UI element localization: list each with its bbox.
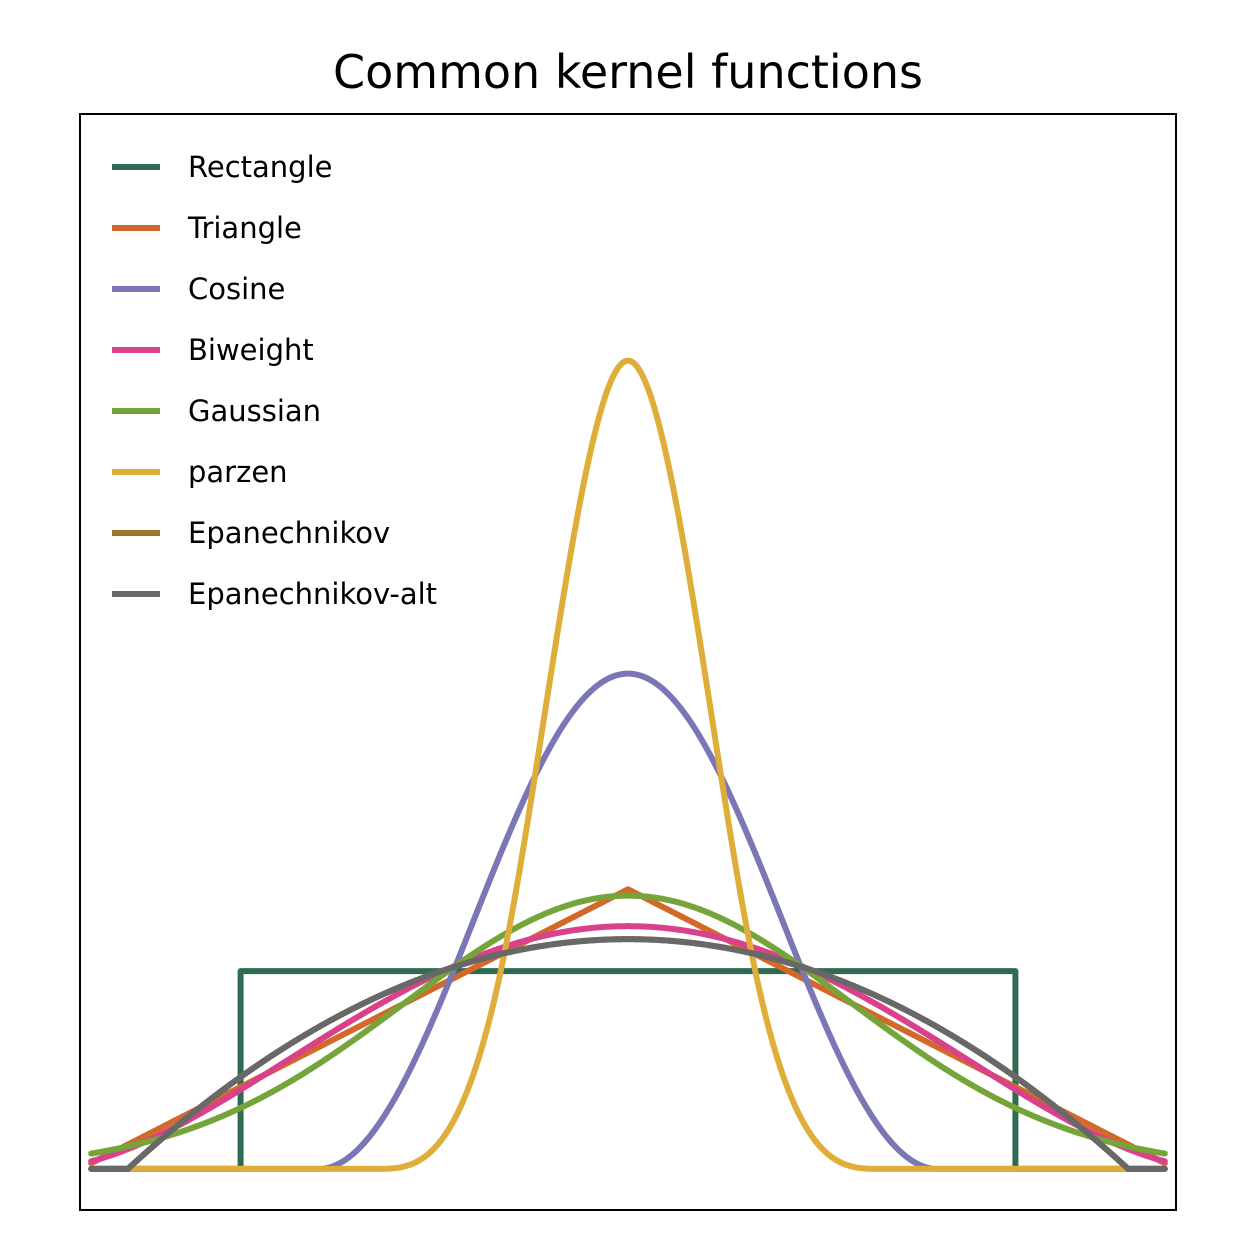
legend-label-epanechnikov: Epanechnikov: [188, 516, 390, 550]
legend-label-gaussian: Gaussian: [188, 394, 321, 428]
legend-label-triangle: Triangle: [187, 211, 302, 245]
series-line-parzen: [88, 357, 1168, 1172]
legend-label-epanechnikov-alt: Epanechnikov-alt: [188, 577, 437, 611]
series-line-rectangle: [88, 968, 1168, 1172]
series-line-epanechnikov-alt: [88, 936, 1168, 1172]
legend-label-rectangle: Rectangle: [188, 150, 332, 184]
series-line-biweight: [88, 923, 1168, 1165]
series-line-gaussian: [88, 892, 1168, 1157]
legend: Rectangle Triangle Cosine Biweight Gaussian p…: [112, 150, 437, 611]
series-line-triangle: [88, 886, 1168, 1167]
series-layer: [88, 357, 1168, 1172]
legend-label-biweight: Biweight: [188, 333, 314, 367]
legend-label-cosine: Cosine: [188, 272, 285, 306]
plot-frame: [79, 113, 1177, 1211]
chart-title: Common kernel functions: [333, 45, 923, 99]
legend-label-parzen: parzen: [188, 455, 288, 489]
series-line-cosine: [88, 670, 1168, 1172]
